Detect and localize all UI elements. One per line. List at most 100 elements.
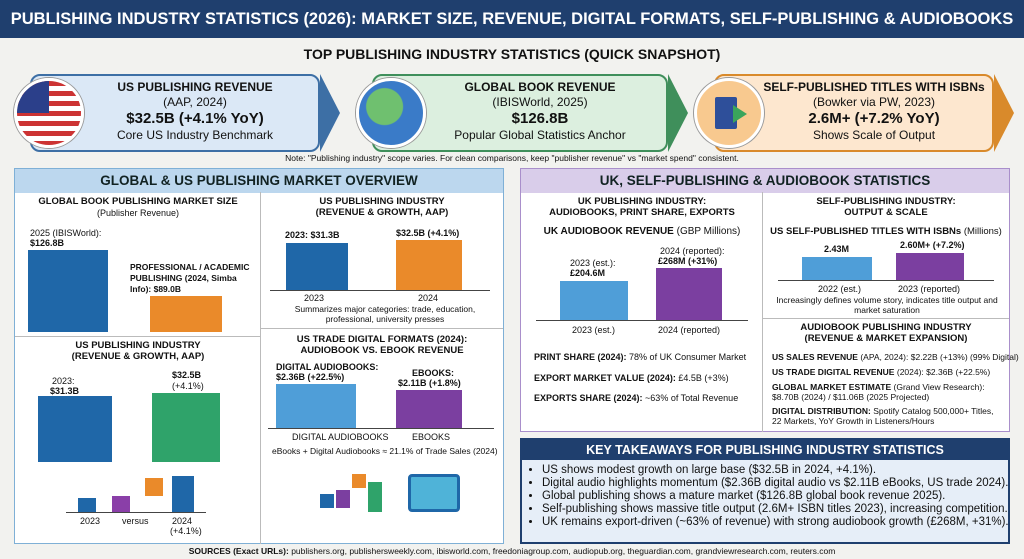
self-bar-2023 — [896, 253, 964, 280]
us-bottom-bar-2024 — [152, 393, 220, 462]
digital-caption: eBooks + Digital Audiobooks ≈ 21.1% of T… — [272, 446, 498, 456]
us-top-title: US PUBLISHING INDUSTRY — [319, 196, 445, 207]
card-title: SELF-PUBLISHED TITLES WITH ISBNs — [763, 80, 985, 94]
us-top-bar-2024 — [396, 240, 462, 290]
audio-title: AUDIOBOOK PUBLISHING INDUSTRY — [800, 322, 972, 333]
self-chart-unit: (Millions) — [963, 226, 1002, 237]
arrow-icon — [668, 74, 688, 152]
self-title: SELF-PUBLISHING INDUSTRY: — [816, 196, 956, 207]
us-top-x2: 2024 — [418, 293, 439, 303]
us-bottom-bar2-value: $32.5B — [172, 370, 202, 380]
global-bar-2025 — [28, 250, 108, 332]
self-bar1-value: 2.43M — [824, 244, 850, 254]
digital-bar-audiobooks — [276, 384, 356, 428]
digital-bar2-value: $2.11B (+1.8%) — [398, 378, 461, 388]
scope-note: Note: "Publishing industry" scope varies… — [285, 153, 739, 163]
us-top-bar2-value: $32.5B (+4.1%) — [396, 228, 460, 238]
us-top-x1: 2023 — [304, 293, 325, 303]
uk-fact-1: EXPORT MARKET VALUE (2024): £4.5B (+3%) — [534, 373, 729, 383]
card-global-revenue: GLOBAL BOOK REVENUE (IBISWorld, 2025) $1… — [372, 74, 668, 152]
audio-fact-2: GLOBAL MARKET ESTIMATE (Grand View Resea… — [772, 382, 985, 402]
audio-fact-3: DIGITAL DISTRIBUTION: Spotify Catalog 50… — [772, 406, 994, 426]
audio-fact-1: US TRADE DIGITAL REVENUE (2024): $2.36B … — [772, 367, 991, 377]
uk-x2: 2024 (reported) — [658, 325, 721, 335]
global-bar1-label: 2025 (IBISWorld): — [30, 228, 102, 238]
global-bar-professional — [150, 296, 222, 332]
us-bottom-x2: versus — [122, 516, 149, 526]
audio-subtitle: (REVENUE & MARKET EXPANSION) — [804, 333, 968, 344]
us-top-subtitle: (REVENUE & GROWTH, AAP) — [315, 207, 449, 218]
uk-chart-title: UK AUDIOBOOK REVENUE — [543, 226, 674, 237]
us-bottom-x3: 2024 — [172, 516, 193, 526]
us-top-bar-2023 — [286, 243, 348, 290]
us-bottom-x3b: (+4.1%) — [170, 526, 202, 536]
takeaway-item: Self-publishing shows massive title outp… — [542, 503, 1008, 516]
self-subtitle: OUTPUT & SCALE — [844, 207, 928, 218]
card-self-published: SELF-PUBLISHED TITLES WITH ISBNs (Bowker… — [714, 74, 994, 152]
us-bottom-x1: 2023 — [80, 516, 101, 526]
card-caption: Shows Scale of Output — [812, 128, 936, 142]
us-bottom-bar1-label: 2023: — [52, 376, 75, 386]
us-top-caption: Summarizes major categories: trade, educ… — [294, 304, 476, 324]
us-top-bar1-value: 2023: $31.3B — [285, 230, 340, 240]
us-bottom-title: US PUBLISHING INDUSTRY — [75, 340, 201, 351]
global-chart-subtitle: (Publisher Revenue) — [96, 208, 180, 218]
us-bottom-bar-2023 — [38, 396, 112, 462]
card-source: (AAP, 2024) — [163, 95, 227, 109]
card-caption: Popular Global Statistics Anchor — [454, 128, 626, 142]
card-source: (Bowker via PW, 2023) — [812, 95, 936, 109]
takeaway-item: Global publishing shows a mature market … — [542, 490, 1008, 503]
digital-x2: EBOOKS — [412, 432, 451, 442]
digital-bar2-label: EBOOKS: — [412, 368, 455, 378]
uk-title: UK PUBLISHING INDUSTRY: — [577, 196, 707, 207]
digital-subtitle: AUDIOBOOK VS. EBOOK REVENUE — [300, 345, 464, 356]
book-export-icon — [694, 78, 764, 148]
sources: SOURCES (Exact URLs): publishers.org, pu… — [188, 546, 836, 556]
snapshot-title: TOP PUBLISHING INDUSTRY STATISTICS (QUIC… — [303, 46, 721, 62]
digital-bar1-value: $2.36B (+22.5%) — [276, 372, 345, 382]
card-title: GLOBAL BOOK REVENUE — [464, 80, 616, 94]
left-panel: GLOBAL & US PUBLISHING MARKET OVERVIEW — [14, 168, 504, 544]
self-chart-title: US SELF-PUBLISHED TITLES WITH ISBNs — [770, 226, 962, 237]
card-value: $126.8B — [511, 110, 569, 127]
uk-bar-2023 — [560, 281, 628, 320]
right-panel-title: UK, SELF-PUBLISHING & AUDIOBOOK STATISTI… — [521, 169, 1009, 193]
takeaway-item: Digital audio highlights momentum ($2.36… — [542, 477, 1008, 490]
open-book-icon — [408, 474, 460, 512]
uk-bar1-value: £204.6M — [570, 268, 606, 278]
global-bar2-label: PROFESSIONAL / ACADEMIC PUBLISHING (2024… — [130, 262, 250, 294]
global-bar1-value: $126.8B — [30, 238, 65, 248]
takeaway-item: UK remains export-driven (~63% of revenu… — [542, 516, 1009, 529]
mini-chart-icon — [320, 494, 334, 508]
uk-bar2-label: 2024 (reported): — [660, 246, 725, 256]
self-caption: Increasingly defines volume story, indic… — [776, 295, 998, 315]
us-bottom-bar1-value: $31.3B — [50, 386, 80, 396]
self-x2: 2023 (reported) — [898, 284, 961, 294]
self-bar2-value: 2.60M+ (+7.2%) — [900, 240, 965, 250]
arrow-icon — [320, 74, 340, 152]
uk-subtitle: AUDIOBOOKS, PRINT SHARE, EXPORTS — [549, 207, 735, 218]
uk-fact-0: PRINT SHARE (2024): 78% of UK Consumer M… — [534, 352, 747, 362]
digital-bar-ebooks — [396, 390, 462, 428]
global-chart-title: GLOBAL BOOK PUBLISHING MARKET SIZE — [38, 196, 238, 207]
card-value: $32.5B (+4.1% YoY) — [126, 110, 264, 127]
us-bottom-bar2-change: (+4.1%) — [172, 381, 204, 391]
page-title: PUBLISHING INDUSTRY STATISTICS (2026): M… — [0, 0, 1024, 38]
digital-title: US TRADE DIGITAL FORMATS (2024): — [296, 334, 468, 345]
self-bar-2022 — [802, 257, 872, 280]
digital-bar1-label: DIGITAL AUDIOBOOKS: — [276, 362, 379, 372]
uk-bar-2024 — [656, 268, 722, 320]
card-caption: Core US Industry Benchmark — [116, 128, 274, 142]
takeaways-title: KEY TAKEAWAYS FOR PUBLISHING INDUSTRY ST… — [522, 440, 1008, 460]
us-bottom-subtitle: (REVENUE & GROWTH, AAP) — [71, 351, 205, 362]
arrow-icon — [994, 74, 1014, 152]
audio-fact-0: US SALES REVENUE (APA, 2024): $2.22B (+1… — [772, 352, 1019, 362]
card-value: 2.6M+ (+7.2% YoY) — [808, 110, 940, 127]
uk-chart-unit: (GBP Millions) — [676, 226, 741, 237]
uk-x1: 2023 (est.) — [572, 325, 616, 335]
takeaways-panel: KEY TAKEAWAYS FOR PUBLISHING INDUSTRY ST… — [520, 438, 1010, 544]
card-source: (IBISWorld, 2025) — [492, 95, 588, 109]
takeaway-item: US shows modest growth on large base ($3… — [542, 464, 1008, 477]
us-flag-icon — [14, 78, 84, 148]
card-title: US PUBLISHING REVENUE — [117, 80, 273, 94]
